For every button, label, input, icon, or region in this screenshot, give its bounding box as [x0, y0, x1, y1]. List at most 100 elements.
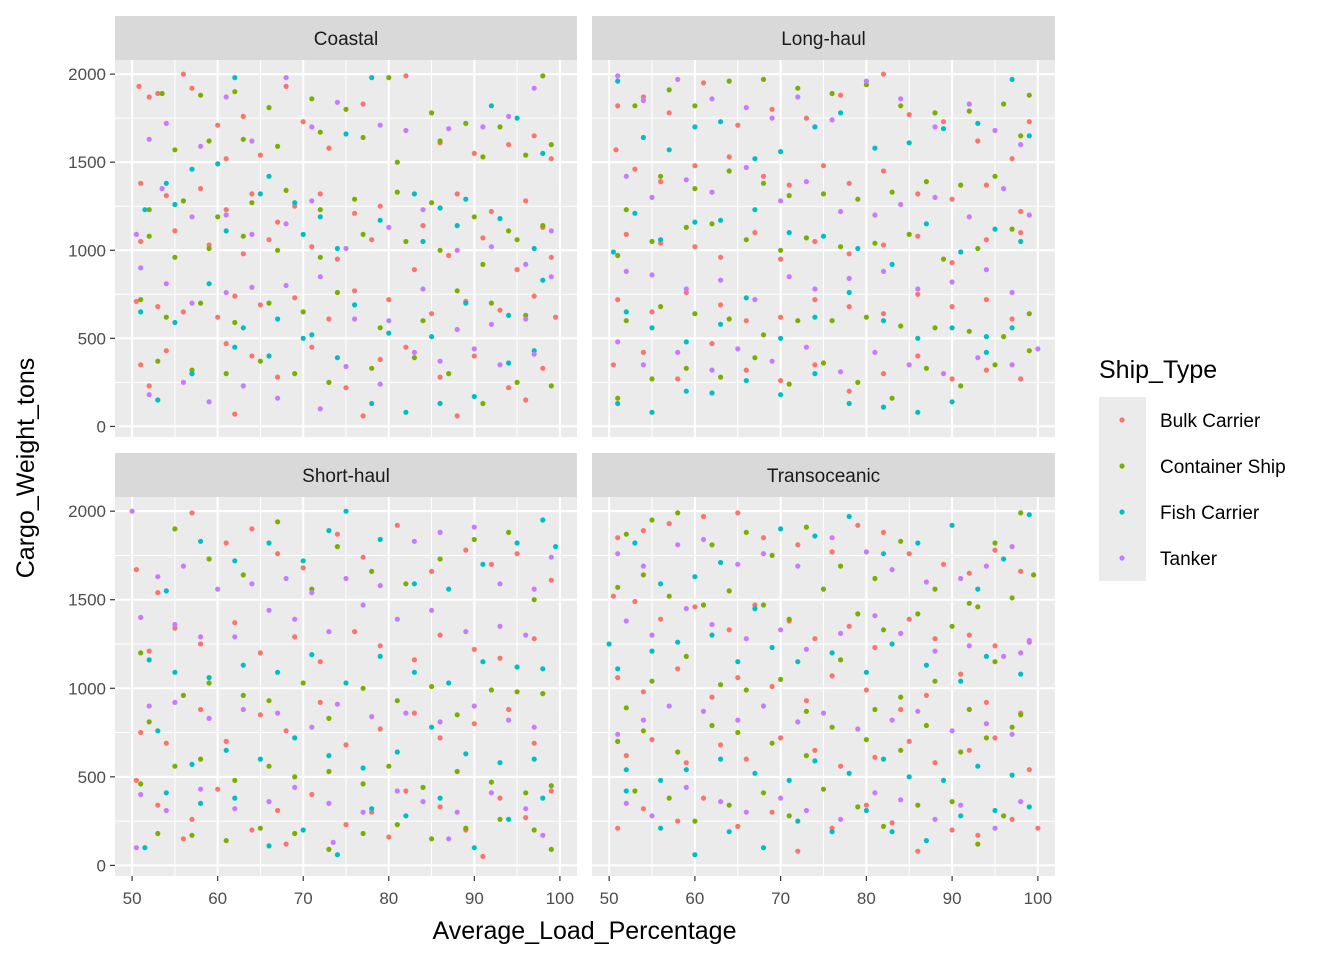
data-point [684, 177, 689, 182]
data-point [932, 587, 937, 592]
data-point [138, 781, 143, 786]
data-point [284, 221, 289, 226]
data-point [830, 725, 835, 730]
data-point [649, 325, 654, 330]
data-point [446, 126, 451, 131]
data-point [855, 246, 860, 251]
data-point [198, 757, 203, 762]
data-point [727, 588, 732, 593]
data-point [241, 251, 246, 256]
data-point [992, 548, 997, 553]
data-point [804, 698, 809, 703]
data-point [615, 73, 620, 78]
data-point [855, 523, 860, 528]
data-point [649, 272, 654, 277]
data-point [1001, 556, 1006, 561]
data-point [215, 123, 220, 128]
data-point [950, 304, 955, 309]
data-point [744, 105, 749, 110]
data-point [611, 362, 616, 367]
y-tick-label: 1500 [68, 153, 106, 172]
data-point [361, 413, 366, 418]
data-point [735, 718, 740, 723]
data-point [378, 583, 383, 588]
data-point [950, 399, 955, 404]
data-point [1010, 156, 1015, 161]
data-point [924, 838, 929, 843]
data-point [1018, 142, 1023, 147]
data-point [378, 537, 383, 542]
data-point [258, 650, 263, 655]
data-point [992, 174, 997, 179]
data-point [412, 657, 417, 662]
data-point [429, 311, 434, 316]
data-point [795, 564, 800, 569]
data-point [215, 587, 220, 592]
x-tick-label: 50 [600, 889, 619, 908]
data-point [1018, 133, 1023, 138]
data-point [915, 611, 920, 616]
data-point [138, 362, 143, 367]
data-point [515, 237, 520, 242]
data-point [395, 190, 400, 195]
data-point [292, 634, 297, 639]
data-point [232, 806, 237, 811]
data-point [472, 845, 477, 850]
data-point [172, 700, 177, 705]
data-point [984, 350, 989, 355]
data-point [975, 587, 980, 592]
data-point [318, 406, 323, 411]
data-point [335, 852, 340, 857]
data-point [812, 124, 817, 129]
data-point [249, 581, 254, 586]
data-point [386, 764, 391, 769]
data-point [1018, 569, 1023, 574]
data-point [967, 633, 972, 638]
data-point [744, 636, 749, 641]
data-point [821, 191, 826, 196]
data-point [352, 629, 357, 634]
y-tick-label: 500 [78, 768, 106, 787]
data-point [335, 355, 340, 360]
data-point [950, 799, 955, 804]
data-point [326, 753, 331, 758]
data-point [361, 686, 366, 691]
data-point [632, 167, 637, 172]
data-point [804, 753, 809, 758]
data-point [950, 827, 955, 832]
data-point [684, 339, 689, 344]
data-point [181, 564, 186, 569]
data-point [992, 659, 997, 664]
data-point [463, 751, 468, 756]
data-point [224, 212, 229, 217]
data-point [727, 154, 732, 159]
data-point [292, 774, 297, 779]
data-point [326, 847, 331, 852]
x-tick-label: 80 [379, 889, 398, 908]
data-point [830, 829, 835, 834]
data-point [1010, 817, 1015, 822]
data-point [369, 714, 374, 719]
data-point [301, 336, 306, 341]
data-point [489, 790, 494, 795]
data-point [992, 808, 997, 813]
data-point [812, 315, 817, 320]
data-point [727, 79, 732, 84]
data-point [632, 788, 637, 793]
data-point [658, 237, 663, 242]
data-point [532, 86, 537, 91]
data-point [523, 397, 528, 402]
data-point [181, 836, 186, 841]
data-point [540, 151, 545, 156]
data-point [497, 581, 502, 586]
data-point [611, 249, 616, 254]
data-point [890, 641, 895, 646]
data-point [343, 107, 348, 112]
data-point [615, 253, 620, 258]
facet-transoceanic: Transoceanic50 60 70 80 90 100 [592, 453, 1055, 908]
data-point [412, 539, 417, 544]
data-point [975, 121, 980, 126]
data-point [549, 578, 554, 583]
data-point [429, 725, 434, 730]
data-point [266, 764, 271, 769]
